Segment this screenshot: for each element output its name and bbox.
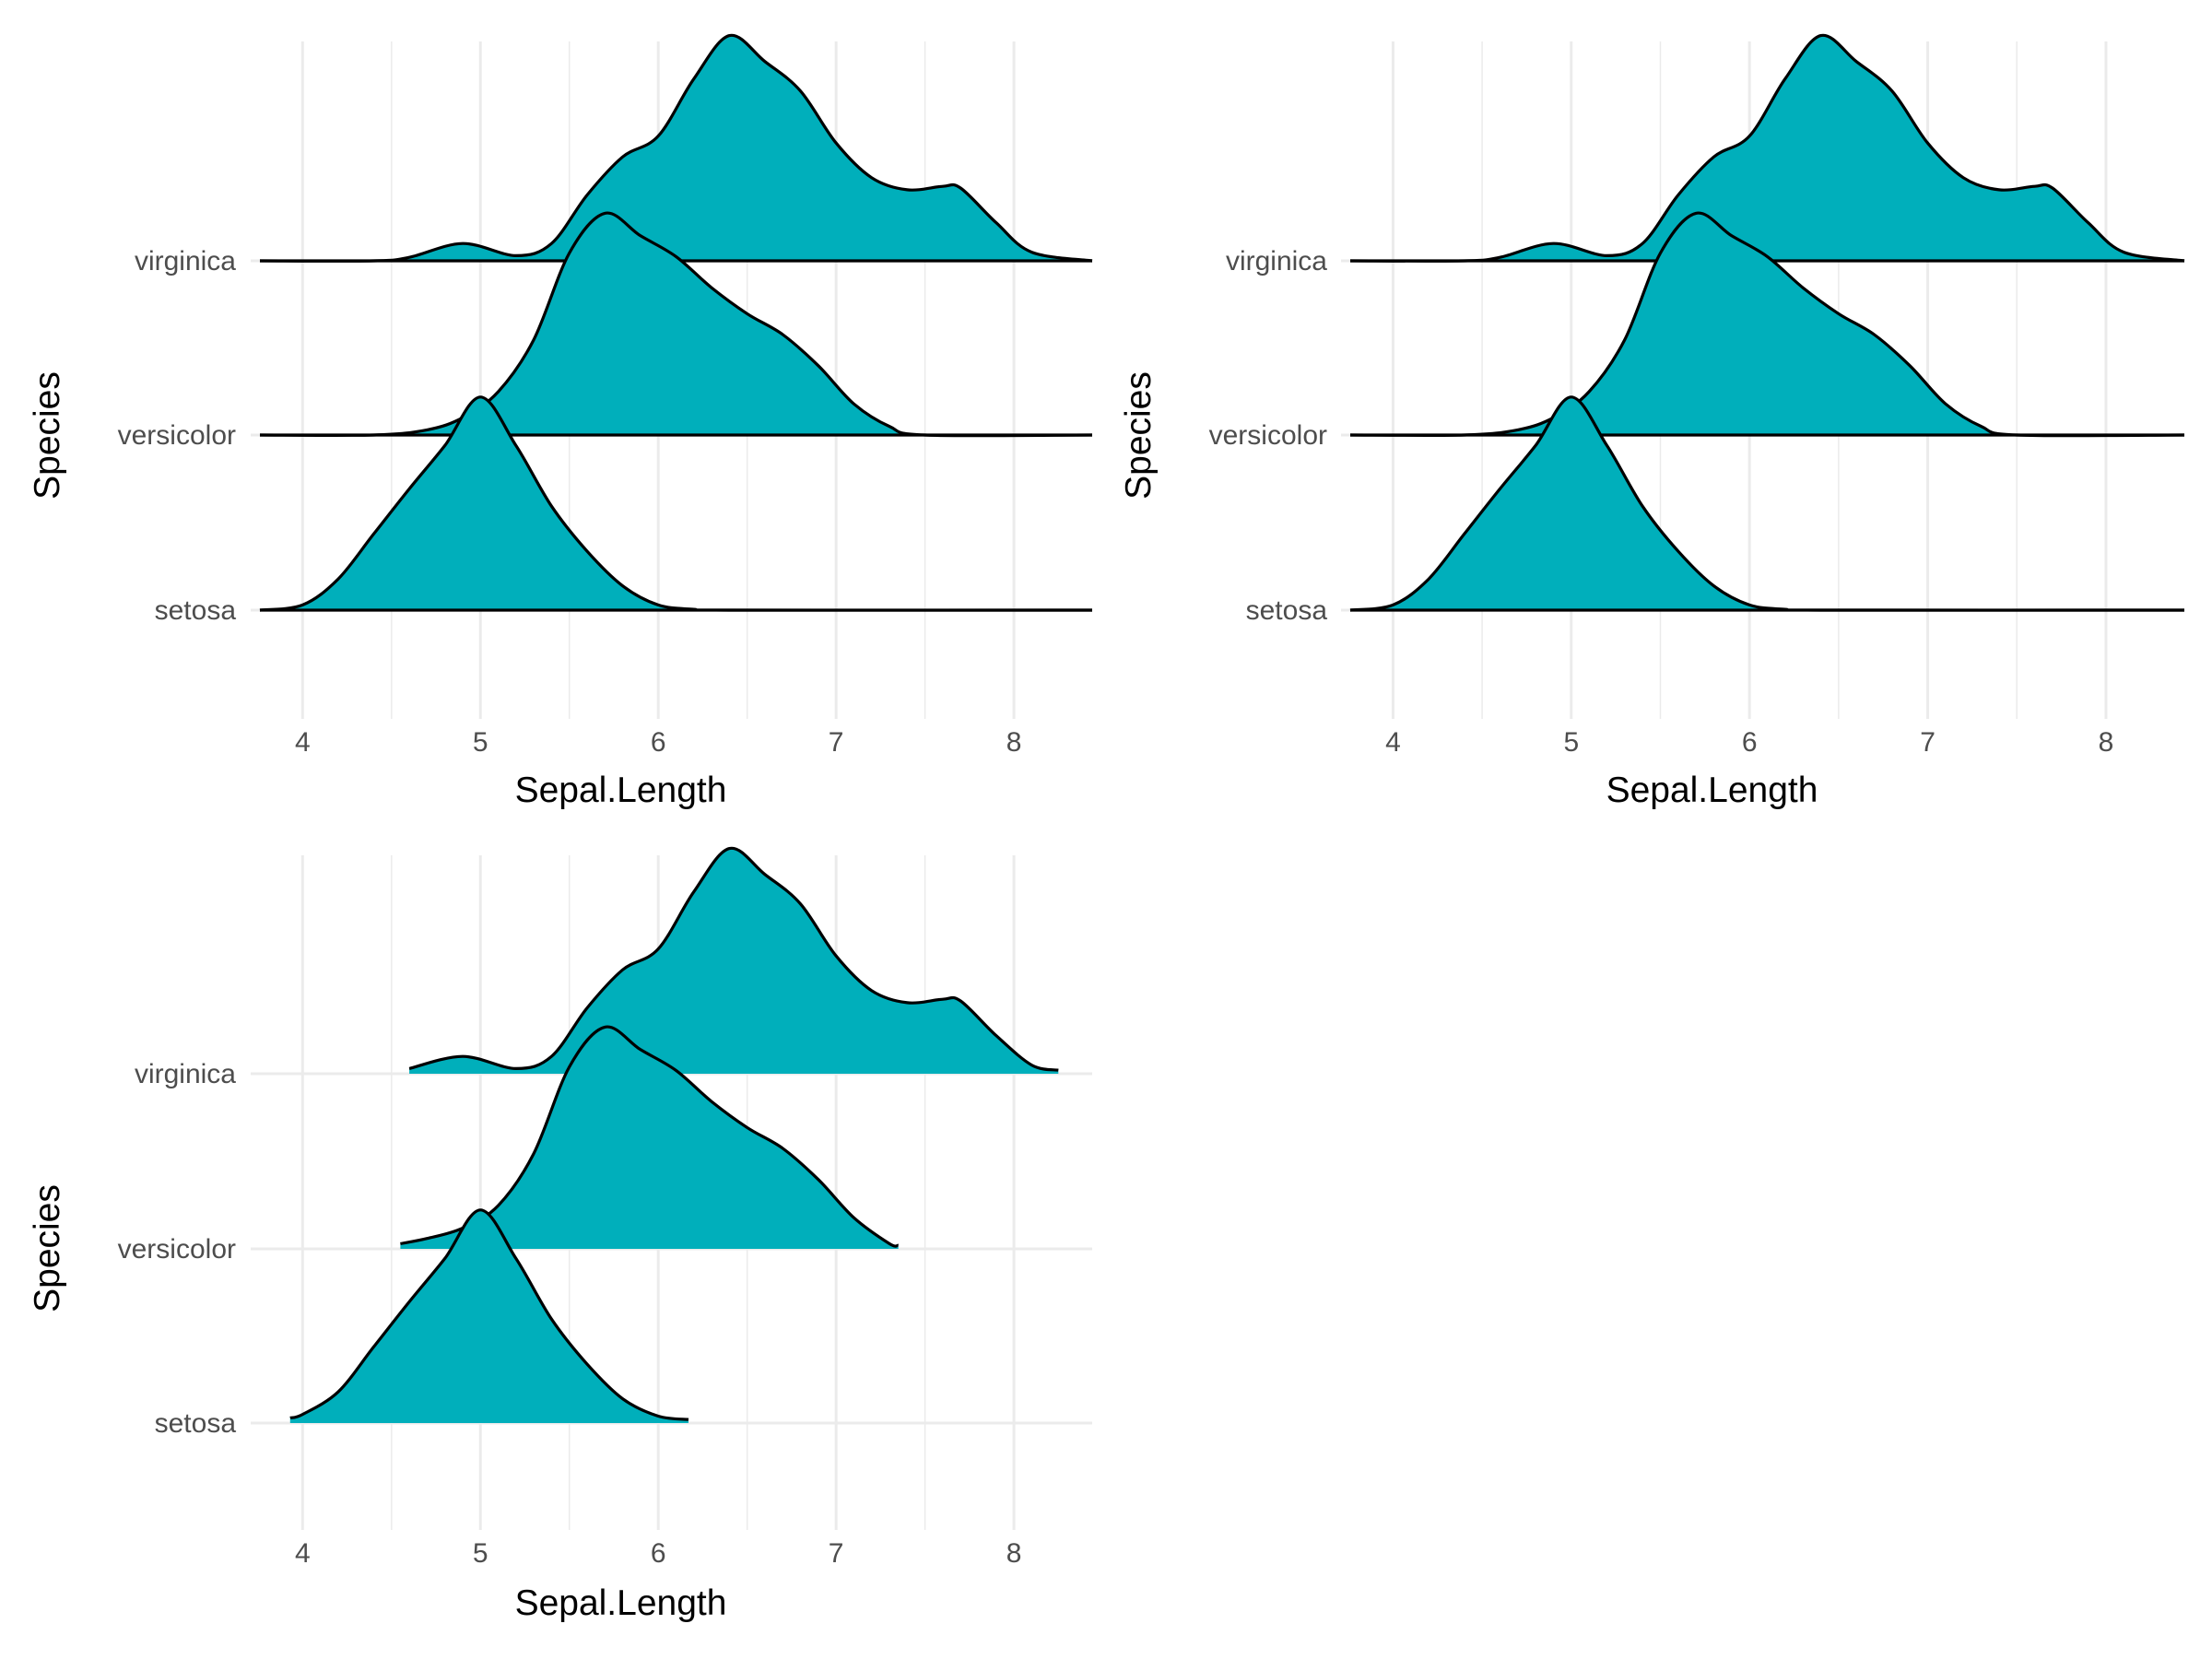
ridge-fill-setosa bbox=[289, 1209, 688, 1423]
x-tick-label: 6 bbox=[651, 1538, 666, 1569]
ridge-fill-versicolor bbox=[260, 213, 1092, 436]
y-axis-title: Species bbox=[1119, 371, 1159, 500]
x-tick-label: 8 bbox=[1006, 727, 1022, 758]
x-tick-label: 6 bbox=[1742, 727, 1758, 758]
x-tick-label: 7 bbox=[1920, 727, 1936, 758]
y-category-label: setosa bbox=[1246, 595, 1328, 626]
x-tick-label: 6 bbox=[651, 727, 666, 758]
ridge-fill-setosa bbox=[260, 396, 1092, 611]
ridge-fill-virginica bbox=[409, 848, 1059, 1074]
y-axis-title: Species bbox=[28, 1184, 67, 1312]
x-tick-label: 5 bbox=[1563, 727, 1579, 758]
y-category-label: virginica bbox=[135, 246, 236, 276]
ridge-outline-virginica bbox=[1349, 33, 2185, 263]
ridge-outline-versicolor bbox=[1349, 211, 2185, 438]
x-tick-label: 4 bbox=[295, 727, 311, 758]
ridge-fill-versicolor bbox=[1350, 213, 2184, 436]
y-category-label: setosa bbox=[155, 1408, 237, 1439]
x-tick-label: 8 bbox=[2099, 727, 2114, 758]
y-category-label: virginica bbox=[135, 1059, 236, 1089]
y-category-label: versicolor bbox=[118, 1234, 236, 1265]
x-axis-title: Sepal.Length bbox=[515, 1583, 727, 1623]
x-tick-label: 8 bbox=[1006, 1538, 1022, 1569]
ridge-fill-setosa bbox=[1350, 396, 2184, 611]
ridge-outline-versicolor bbox=[259, 211, 1093, 438]
x-tick-label: 5 bbox=[473, 727, 488, 758]
ridge-outline-setosa bbox=[289, 1208, 689, 1421]
y-category-label: virginica bbox=[1226, 246, 1327, 276]
ridgeline-panel-3: 4 5 6 7 8 setosa versicolor virginica Sepal.Leng… bbox=[28, 846, 1092, 1623]
y-category-label: versicolor bbox=[1209, 420, 1327, 451]
x-tick-label: 5 bbox=[473, 1538, 488, 1569]
ridge-fill-virginica bbox=[260, 35, 1092, 262]
ridge-fill-virginica bbox=[1350, 35, 2184, 262]
x-tick-label: 7 bbox=[829, 1538, 844, 1569]
x-tick-label: 7 bbox=[829, 727, 844, 758]
x-axis-title: Sepal.Length bbox=[1606, 771, 1818, 810]
x-axis-title: Sepal.Length bbox=[515, 771, 727, 810]
x-tick-label: 4 bbox=[1385, 727, 1401, 758]
y-axis-title: Species bbox=[28, 371, 67, 500]
x-tick-label: 4 bbox=[295, 1538, 311, 1569]
ridgeline-panel-2: 4 5 6 7 8 setosa versicolor virginica Sepal.Leng… bbox=[1119, 33, 2185, 810]
ridge-outline-virginica bbox=[259, 33, 1093, 263]
y-category-label: versicolor bbox=[118, 420, 236, 451]
ridge-fill-versicolor bbox=[400, 1027, 899, 1249]
ridgeline-panel-1: 4 5 6 7 8 setosa versicolor virginica Sepal.Leng… bbox=[28, 33, 1093, 810]
ridge-outline-virginica bbox=[408, 846, 1059, 1072]
y-category-label: setosa bbox=[155, 595, 237, 626]
